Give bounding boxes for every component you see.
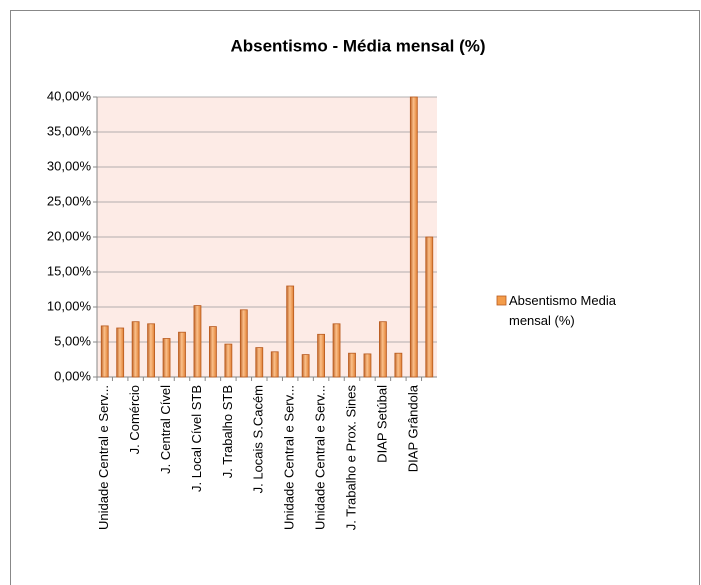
x-tick-label: DIAP Grândola [405, 384, 420, 472]
y-tick-label: 0,00% [54, 368, 91, 383]
bar [317, 333, 325, 378]
x-tick-label: J. Central Cível [158, 385, 173, 474]
x-tick-label: Unidade Central e Serv... [96, 385, 111, 530]
bar [116, 327, 125, 378]
bar [193, 305, 202, 378]
x-tick-label: J. Locais S.Cacém [251, 385, 266, 493]
y-tick-label: 25,00% [47, 193, 92, 208]
y-tick-label: 5,00% [54, 333, 91, 348]
y-tick-label: 40,00% [47, 88, 92, 103]
bar [348, 352, 356, 378]
y-tick-label: 15,00% [47, 263, 92, 278]
bar [147, 323, 155, 378]
bar [394, 352, 403, 378]
x-tick-label: J. Trabalho STB [220, 385, 235, 478]
x-tick-label: J. Trabalho e Prox. Sines [343, 385, 358, 531]
bar [209, 326, 217, 378]
y-tick-label: 10,00% [47, 298, 92, 313]
bar [224, 343, 233, 378]
bar [100, 325, 109, 378]
y-tick-label: 35,00% [47, 123, 92, 138]
bar [425, 236, 434, 378]
x-tick-label: DIAP Setúbal [374, 385, 389, 463]
x-tick-label: Unidade Central e Serv... [282, 385, 297, 530]
bar [286, 285, 295, 378]
chart-title: Absentismo - Média mensal (%) [230, 36, 485, 55]
bar [162, 338, 171, 378]
bar [409, 96, 418, 378]
legend-swatch [496, 295, 507, 306]
y-tick-label: 20,00% [47, 228, 92, 243]
bar [363, 353, 372, 378]
bar [301, 354, 310, 378]
x-tick-label: Unidade Central e Serv... [313, 385, 328, 530]
bar [131, 321, 140, 378]
bar [332, 323, 341, 378]
bar [255, 347, 264, 378]
x-tick-label: J. Comércio [127, 385, 142, 454]
legend-label: Absentismo Media mensal (%) [509, 293, 616, 328]
x-tick-label: J. Local Cível STB [189, 385, 204, 492]
bar [270, 351, 279, 378]
bar [178, 331, 186, 378]
y-tick-label: 30,00% [47, 158, 92, 173]
bar [239, 309, 248, 378]
bar [379, 321, 387, 378]
